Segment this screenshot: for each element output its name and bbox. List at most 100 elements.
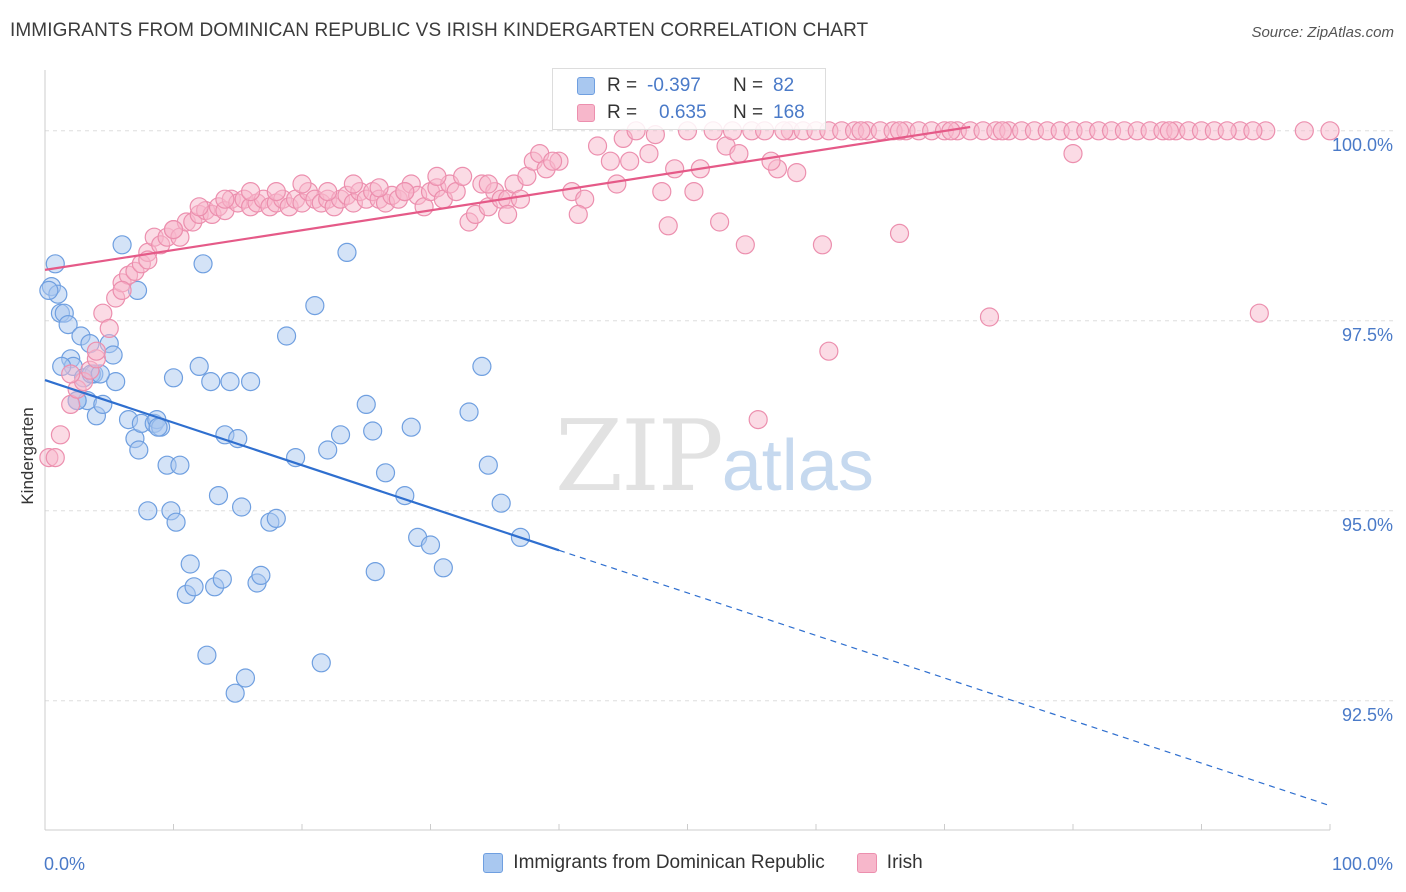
data-point <box>1243 121 1263 141</box>
axes <box>44 70 1331 831</box>
data-point <box>365 561 385 582</box>
data-point <box>819 341 839 361</box>
data-point <box>607 174 627 194</box>
data-point <box>163 368 184 388</box>
data-point <box>292 174 312 194</box>
series-legend: Immigrants from Dominican Republic Irish <box>0 852 1406 874</box>
legend-item-dominican[interactable]: Immigrants from Dominican Republic <box>483 852 825 874</box>
data-point <box>193 254 213 274</box>
legend-swatch-irish <box>577 104 595 122</box>
tick-labels: 92.5% 95.0% 97.5% 100.0% 0.0% 100.0% <box>44 135 1393 874</box>
data-point <box>587 136 608 156</box>
data-point <box>710 212 730 232</box>
data-point <box>318 182 338 202</box>
data-point <box>45 448 65 468</box>
data-point <box>478 455 498 475</box>
y-tick-label: 97.5% <box>1342 325 1393 345</box>
data-point <box>851 121 871 141</box>
legend-row-irish: R = 0.635 N = 168 <box>553 100 805 126</box>
data-point <box>491 493 511 513</box>
data-point <box>225 683 245 703</box>
legend-n-label: N = <box>733 102 764 123</box>
data-point <box>337 242 357 262</box>
data-point <box>220 372 240 392</box>
data-point <box>658 216 678 236</box>
data-point <box>395 182 415 202</box>
data-point <box>266 182 286 202</box>
legend-swatch-irish <box>856 853 877 873</box>
data-point <box>318 440 338 460</box>
legend-swatch-dominican <box>483 853 504 873</box>
data-point <box>129 440 149 460</box>
series-irish <box>39 121 1340 468</box>
data-point <box>201 372 221 392</box>
data-point <box>241 182 261 202</box>
data-point <box>600 151 621 171</box>
data-point <box>170 455 190 475</box>
data-point <box>189 197 209 217</box>
data-point <box>197 645 217 665</box>
trend-line <box>44 125 971 271</box>
data-point <box>1249 303 1269 323</box>
data-point <box>420 535 441 555</box>
data-point <box>665 159 685 179</box>
y-tick-label: 95.0% <box>1342 515 1393 535</box>
data-point <box>305 296 325 316</box>
data-point <box>61 364 81 384</box>
data-point <box>433 558 453 578</box>
data-point <box>427 166 447 186</box>
data-point <box>498 204 518 224</box>
legend-swatch-dominican <box>577 77 595 95</box>
data-point <box>189 356 209 376</box>
data-point <box>138 501 158 521</box>
data-point <box>356 394 376 414</box>
data-point <box>1320 121 1340 141</box>
data-point <box>112 235 132 255</box>
legend-n-value: 168 <box>773 102 805 123</box>
x-tick-label: 100.0% <box>1332 854 1393 874</box>
data-point <box>163 220 184 240</box>
data-point <box>748 410 768 430</box>
legend-r-label: R = <box>607 102 638 123</box>
trend-line <box>44 379 560 552</box>
trend-lines <box>44 125 1331 807</box>
data-point <box>369 178 389 198</box>
data-point <box>39 280 59 300</box>
legend-r-label: R = <box>607 75 638 96</box>
data-point <box>787 163 807 183</box>
watermark: ZIPatlas <box>555 400 874 514</box>
data-point <box>50 425 71 445</box>
legend-item-irish[interactable]: Irish <box>856 852 923 874</box>
data-point <box>184 577 204 597</box>
data-point <box>235 668 256 688</box>
y-tick-label: 100.0% <box>1332 135 1393 155</box>
chart-title: IMMIGRANTS FROM DOMINICAN REPUBLIC VS IR… <box>10 20 869 41</box>
data-point <box>103 345 123 365</box>
data-point <box>58 315 78 335</box>
y-axis-label: Kindergarten <box>18 407 37 504</box>
data-point <box>208 486 229 506</box>
source-label: Source: ZipAtlas.com <box>1251 24 1394 41</box>
data-point <box>330 425 351 445</box>
data-point <box>311 653 331 673</box>
data-point <box>889 121 910 141</box>
data-point <box>459 402 479 422</box>
data-point <box>639 144 659 164</box>
data-point <box>510 189 531 209</box>
legend-r-value: 0.635 <box>659 102 707 123</box>
legend-r-value: -0.397 <box>647 75 701 96</box>
watermark-zip: ZIP <box>555 400 724 514</box>
data-point <box>684 182 704 202</box>
data-point <box>1159 121 1179 141</box>
data-point <box>1217 121 1237 141</box>
legend-label-irish: Irish <box>886 852 923 873</box>
data-point <box>106 372 126 392</box>
data-point <box>761 151 781 171</box>
y-tick-label: 92.5% <box>1342 705 1393 725</box>
data-point <box>992 121 1012 141</box>
data-point <box>1294 121 1314 141</box>
data-point <box>735 235 755 255</box>
data-point <box>251 565 271 586</box>
data-point <box>889 223 910 243</box>
